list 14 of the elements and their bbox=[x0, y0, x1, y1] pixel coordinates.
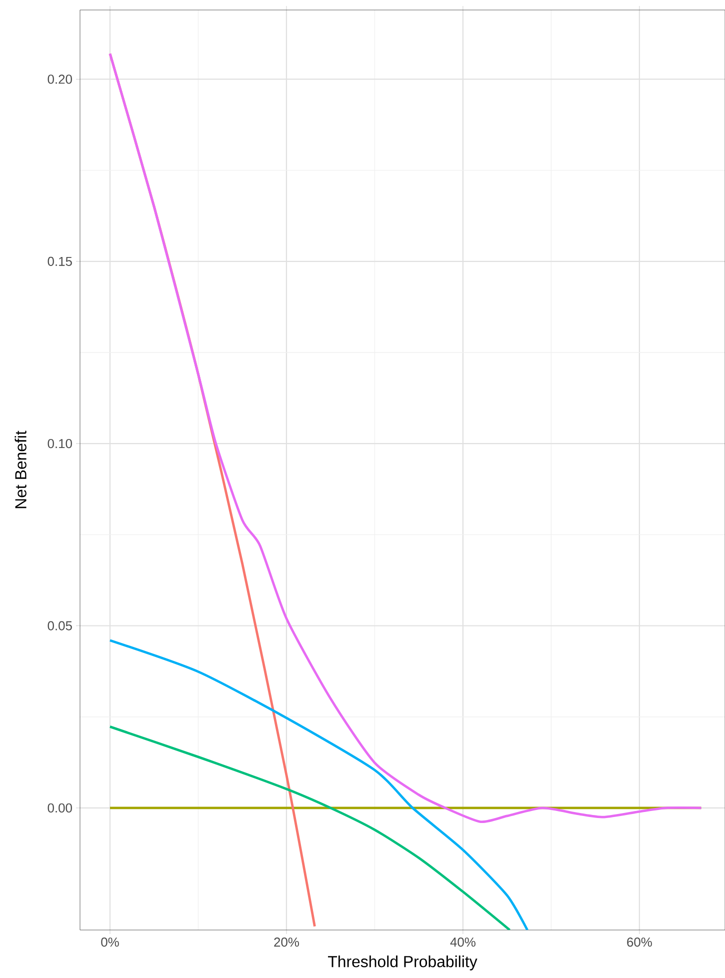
y-tick-label: 0.05 bbox=[48, 621, 72, 630]
y-tick-label: 0.00 bbox=[48, 803, 72, 813]
y-tick-label: 0.20 bbox=[48, 74, 72, 84]
line-series bbox=[108, 639, 529, 930]
x-tick-label: 0% bbox=[101, 938, 119, 947]
x-tick-label: 60% bbox=[627, 938, 652, 947]
x-axis-title: Threshold Probability bbox=[328, 956, 478, 970]
x-tick-label: 40% bbox=[450, 938, 476, 947]
line-series bbox=[108, 52, 702, 824]
line-series bbox=[108, 725, 511, 930]
y-tick-label: 0.10 bbox=[48, 438, 72, 448]
y-axis-title: Net Benefit bbox=[14, 430, 26, 508]
x-tick-label: 20% bbox=[274, 938, 299, 947]
y-tick-label: 0.15 bbox=[48, 256, 72, 266]
